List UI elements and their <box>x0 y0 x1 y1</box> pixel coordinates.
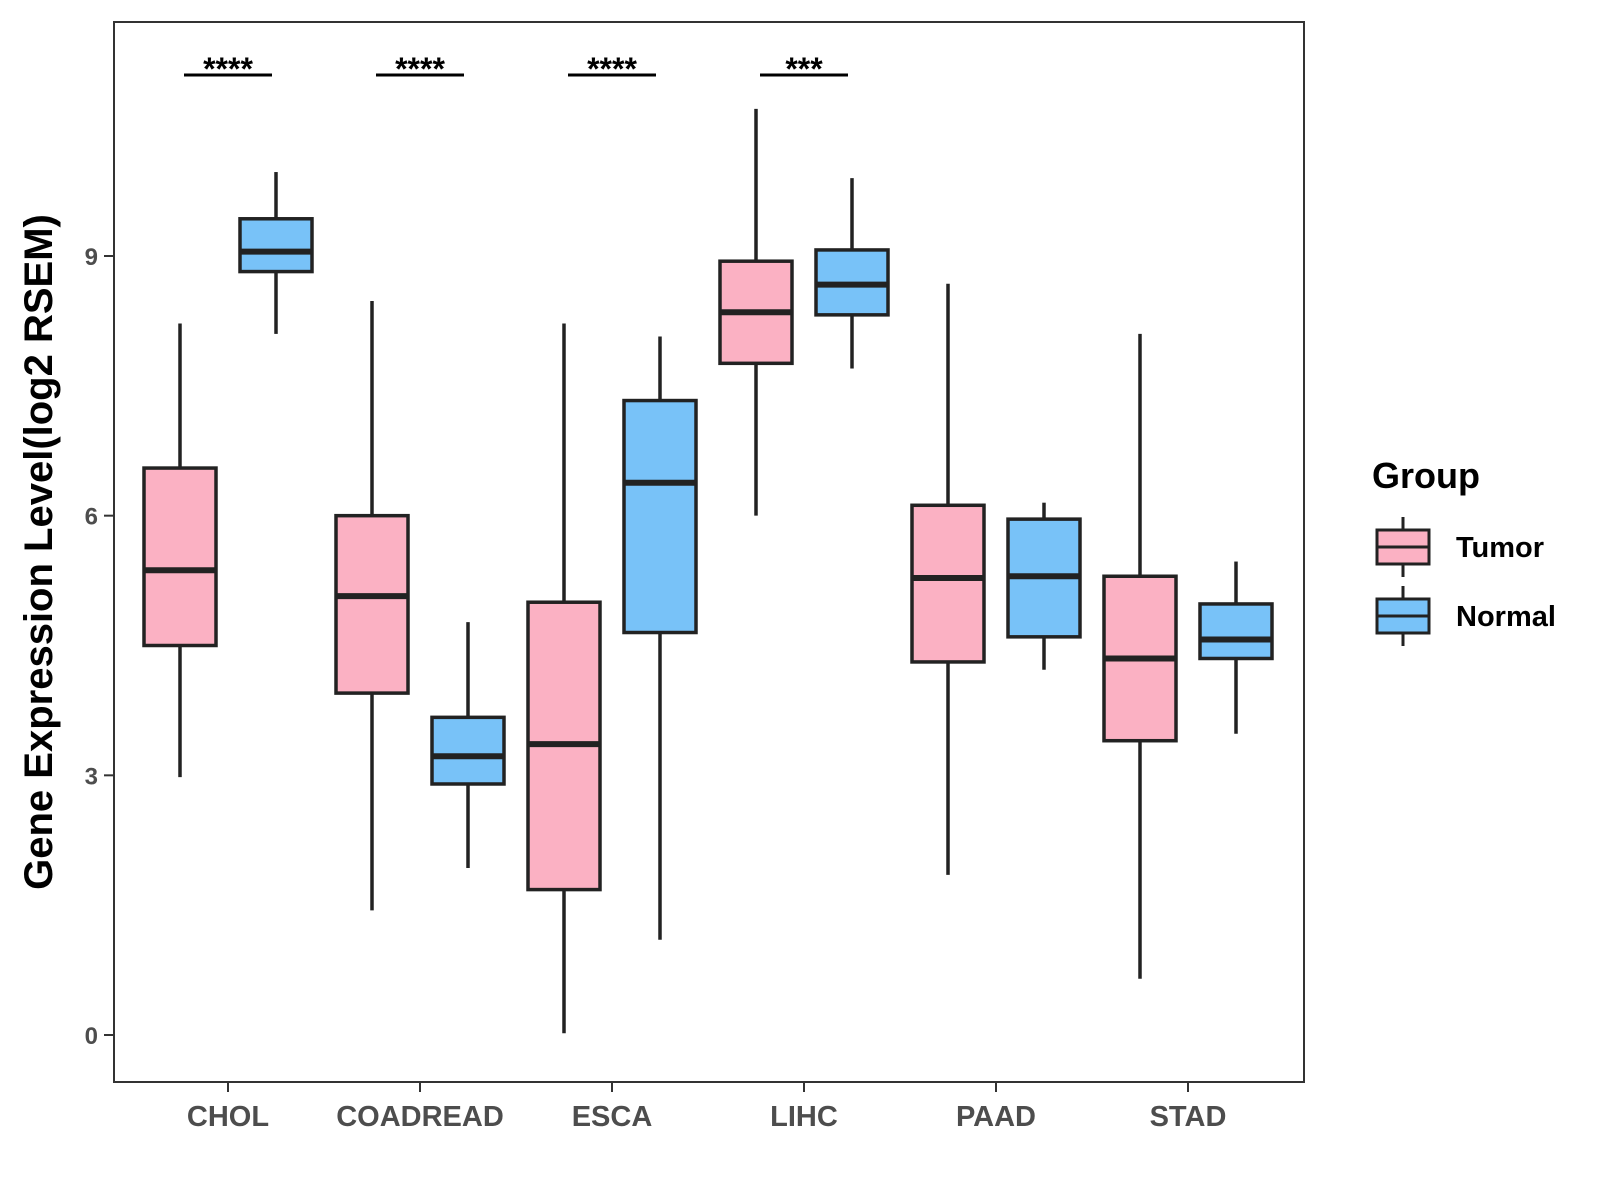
box-normal-chol <box>238 172 314 334</box>
iqr-box <box>1198 602 1274 661</box>
box-tumor-chol <box>142 323 218 778</box>
x-tick-label: PAAD <box>956 1101 1036 1133</box>
x-tick-label: COADREAD <box>336 1101 504 1133</box>
significance-label: **** <box>395 51 445 87</box>
legend-key-tumor <box>1375 517 1431 577</box>
box-tumor-lihc <box>718 108 794 516</box>
iqr-box <box>910 503 986 664</box>
box-normal-paad <box>1006 502 1082 670</box>
x-tick-label: CHOL <box>187 1101 269 1133</box>
iqr-box <box>430 715 506 786</box>
y-tick-label: 6 <box>85 504 98 531</box>
box-tumor-esca <box>526 323 602 1034</box>
iqr-box <box>238 217 314 274</box>
y-tick-label: 9 <box>85 244 98 271</box>
y-axis-title: Gene Expression Level(log2 RSEM) <box>17 214 61 890</box>
box-tumor-coadread <box>334 301 410 911</box>
box-tumor-paad <box>910 283 986 875</box>
box-tumor-stad <box>1102 333 1178 979</box>
x-tick-label: STAD <box>1150 1101 1227 1133</box>
legend-title: Group <box>1372 455 1480 496</box>
box-normal-coadread <box>430 622 506 868</box>
box-normal-stad <box>1198 561 1274 734</box>
x-tick-label: LIHC <box>770 1101 838 1133</box>
iqr-box <box>334 513 410 695</box>
legend: Group Tumor Normal <box>1372 455 1556 646</box>
box-normal-lihc <box>814 178 890 369</box>
significance-label: **** <box>203 51 253 87</box>
axes: 0 3 6 9 CHOL COADREAD ESCA LIHC PAAD STAD <box>85 244 1227 1133</box>
significance-label: **** <box>587 51 637 87</box>
legend-label-tumor: Tumor <box>1456 532 1544 564</box>
plot-panel-border <box>113 21 1305 1083</box>
x-tick-label: ESCA <box>572 1101 653 1133</box>
box-normal-esca <box>622 336 698 940</box>
iqr-box <box>622 398 698 635</box>
legend-key-normal <box>1375 586 1431 646</box>
y-tick-label: 3 <box>85 763 98 790</box>
legend-label-normal: Normal <box>1456 601 1556 633</box>
significance-label: *** <box>785 51 823 87</box>
plot-area: **** **** **** *** <box>142 51 1274 1034</box>
y-tick-label: 0 <box>85 1023 98 1050</box>
iqr-box <box>142 466 218 648</box>
